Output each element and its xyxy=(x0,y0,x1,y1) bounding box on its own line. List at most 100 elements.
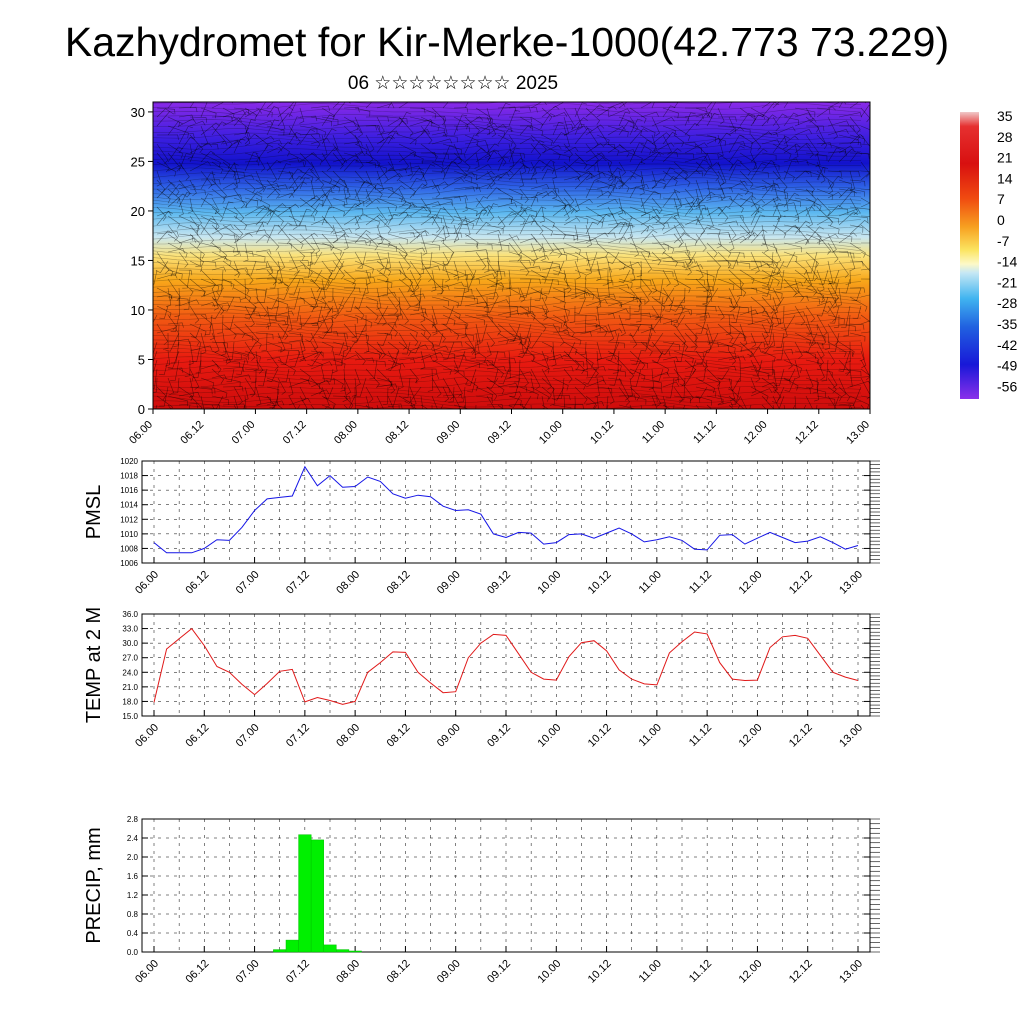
wind-barb xyxy=(448,386,455,403)
wind-barb xyxy=(813,386,820,402)
wind-barb xyxy=(662,341,680,350)
wind-barb xyxy=(255,107,273,118)
wind-barb xyxy=(398,188,407,206)
wind-barb xyxy=(211,332,220,353)
wind-barb xyxy=(378,260,389,275)
wind-barb xyxy=(563,143,573,159)
precip-y-tick-label: 0.4 xyxy=(127,929,139,938)
wind-barb xyxy=(684,350,704,358)
wind-barb xyxy=(771,296,785,311)
wind-barb xyxy=(776,341,785,360)
wind-barb xyxy=(838,323,856,332)
wind-barb xyxy=(376,134,395,145)
wind-barb xyxy=(354,251,363,269)
wind-barb xyxy=(299,314,312,327)
contour-line xyxy=(153,291,862,298)
wind-barb xyxy=(270,305,279,321)
wind-barb xyxy=(717,355,741,361)
wind-barb xyxy=(497,332,509,345)
wind-barb xyxy=(453,323,468,330)
wind-barb xyxy=(387,403,403,409)
wind-barb xyxy=(849,179,866,187)
wind-barb xyxy=(805,377,819,388)
wind-barb xyxy=(178,192,192,208)
wind-barb xyxy=(442,195,462,202)
wind-barb xyxy=(299,170,314,182)
wind-barb xyxy=(706,195,723,201)
wind-barb xyxy=(321,114,335,127)
wind-barb xyxy=(299,133,321,139)
wind-barb xyxy=(243,242,249,262)
wind-barb xyxy=(543,278,554,295)
wind-barb xyxy=(233,305,255,314)
wind-barb xyxy=(728,278,747,298)
wind-barb xyxy=(299,197,318,216)
precip-y-tick-label: 1.6 xyxy=(127,872,139,881)
heatmap-x-tick-label: 10.12 xyxy=(588,419,616,447)
wind-barb xyxy=(222,107,235,119)
wind-barb xyxy=(794,118,817,127)
wind-barb xyxy=(618,222,630,235)
wind-barb xyxy=(673,278,691,294)
wind-barb xyxy=(585,172,606,181)
wind-barb xyxy=(552,188,567,211)
colorbar-tick-label: -7 xyxy=(997,233,1010,249)
pmsl-y-tick-label: 1006 xyxy=(120,559,138,568)
wind-barb xyxy=(189,179,197,197)
wind-barb xyxy=(776,332,785,348)
wind-barb xyxy=(486,341,492,358)
wind-barb xyxy=(221,332,227,356)
wind-barb xyxy=(750,319,770,325)
pmsl-y-tick-label: 1016 xyxy=(120,486,138,495)
wind-barb xyxy=(288,242,305,261)
wind-barb xyxy=(420,265,441,271)
wind-barb xyxy=(574,233,590,241)
wind-barb xyxy=(662,319,679,325)
wind-barb xyxy=(299,115,318,122)
wind-barb xyxy=(244,109,263,118)
wind-barb xyxy=(287,314,293,332)
wind-barb xyxy=(178,184,196,190)
wind-barb xyxy=(211,140,228,146)
wind-barb xyxy=(684,143,703,154)
wind-barb xyxy=(827,386,842,402)
wind-barb xyxy=(288,224,307,231)
wind-barb xyxy=(631,350,642,366)
wind-barb xyxy=(318,323,334,339)
wind-barb xyxy=(420,143,438,162)
wind-barb xyxy=(387,118,404,127)
wind-barb xyxy=(805,359,822,369)
wind-barb xyxy=(189,215,200,233)
wind-barb xyxy=(200,363,219,370)
wind-barb xyxy=(706,112,720,127)
wind-barb xyxy=(385,350,400,371)
wind-barb xyxy=(706,179,712,202)
wind-barb xyxy=(673,269,679,288)
wind-barb xyxy=(684,362,705,370)
wind-barb xyxy=(453,161,468,180)
wind-barb xyxy=(332,170,347,190)
wind-barb xyxy=(427,368,434,392)
wind-barb xyxy=(189,278,206,297)
wind-barb xyxy=(321,395,336,409)
wind-barb xyxy=(728,145,745,163)
wind-barb xyxy=(805,125,825,131)
wind-barb xyxy=(761,381,777,388)
wind-barb xyxy=(530,255,550,262)
wind-barb xyxy=(178,368,194,382)
wind-barb xyxy=(233,232,253,244)
wind-barb xyxy=(233,267,249,273)
wind-barb xyxy=(706,395,724,405)
wind-barb xyxy=(827,116,838,140)
wind-barb xyxy=(309,251,323,265)
precip-bar xyxy=(273,949,287,953)
wind-barb xyxy=(165,332,180,352)
wind-barb xyxy=(398,368,404,390)
wind-barb xyxy=(684,155,708,163)
temp-x-tick-label: 11.00 xyxy=(637,722,664,749)
wind-barb xyxy=(233,188,246,209)
wind-barb xyxy=(627,224,633,239)
wind-barb xyxy=(222,359,241,368)
wind-barb xyxy=(703,269,709,292)
temp-x-tick-label: 12.00 xyxy=(737,722,765,750)
